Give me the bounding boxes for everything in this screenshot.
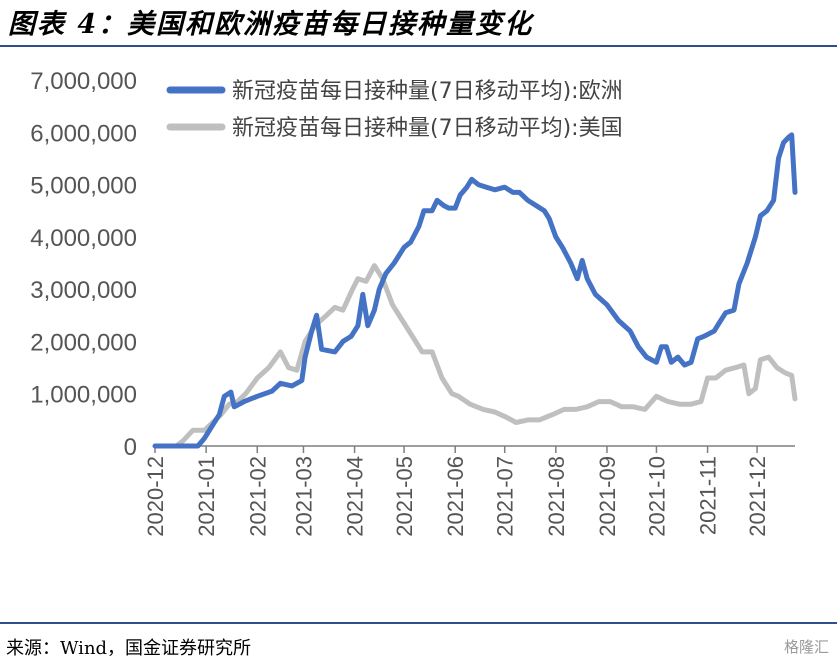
y-tick-label: 6,000,000 — [30, 120, 137, 147]
x-tick-label: 2021-03 — [291, 456, 316, 537]
legend-label-europe: 新冠疫苗每日接种量(7日移动平均):欧洲 — [232, 79, 623, 104]
y-tick-label: 7,000,000 — [30, 68, 137, 95]
chart-series-layer — [152, 132, 798, 449]
x-tick-label: 2020-12 — [143, 456, 168, 537]
source-divider — [0, 622, 837, 624]
x-tick-label: 2021-10 — [644, 456, 669, 537]
y-tick-label: 1,000,000 — [30, 382, 137, 409]
y-tick-label: 5,000,000 — [30, 173, 137, 200]
figure-title: 图表 4：美国和欧洲疫苗每日接种量变化 — [8, 9, 534, 40]
x-tick-label: 2021-11 — [696, 456, 721, 535]
x-tick-label: 2021-07 — [493, 456, 518, 537]
chart-canvas: 0 1,000,000 2,000,000 3,000,000 4,000,000 5,0… — [30, 68, 798, 537]
legend-label-usa: 新冠疫苗每日接种量(7日移动平均):美国 — [232, 116, 623, 141]
y-tick-label: 3,000,000 — [30, 277, 137, 304]
y-tick-label: 2,000,000 — [30, 329, 137, 356]
x-tick-label: 2021-04 — [343, 456, 368, 537]
x-tick-label: 2021-06 — [443, 456, 468, 537]
chart-axes: 0 1,000,000 2,000,000 3,000,000 4,000,000 5,0… — [30, 68, 795, 537]
series-line-europe — [152, 132, 798, 449]
watermark-logo: 格隆汇 — [783, 638, 829, 656]
source-note: 来源：Wind，国金证券研究所 — [6, 638, 252, 659]
y-tick-label: 4,000,000 — [30, 225, 137, 252]
x-tick-label: 2021-02 — [245, 456, 270, 537]
x-tick-label: 2021-08 — [544, 456, 569, 537]
series-line-usa — [173, 263, 798, 449]
x-tick-label: 2021-01 — [194, 456, 219, 537]
y-tick-label: 0 — [124, 434, 137, 461]
x-tick-label: 2021-05 — [392, 456, 417, 537]
x-tick-label: 2021-09 — [595, 456, 620, 537]
x-tick-label: 2021-12 — [745, 456, 770, 537]
title-divider — [0, 45, 837, 47]
